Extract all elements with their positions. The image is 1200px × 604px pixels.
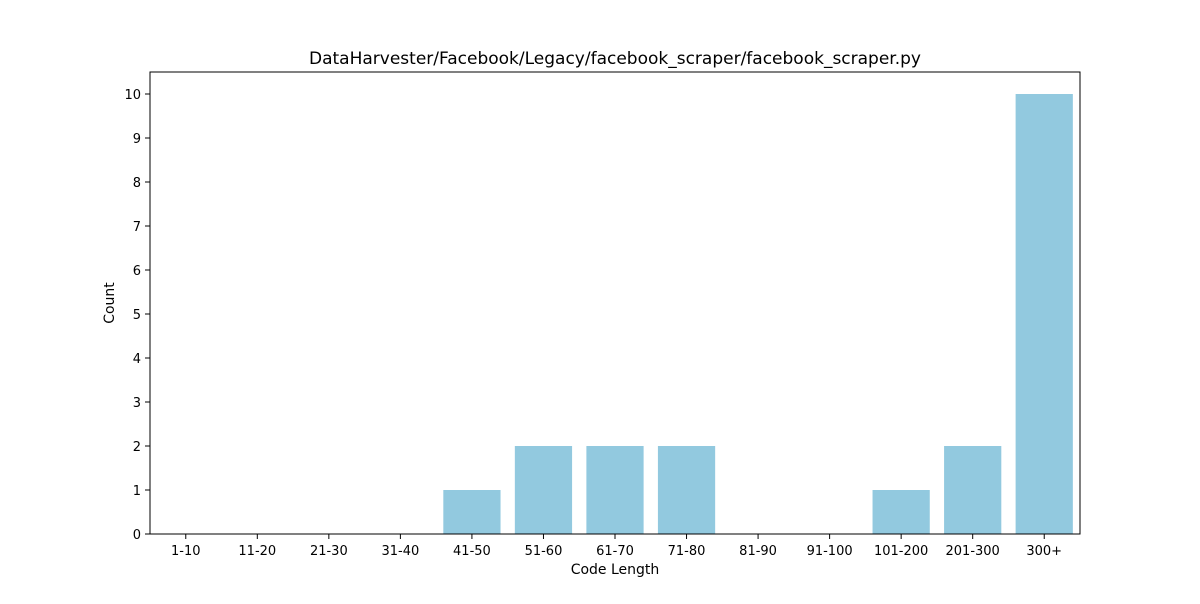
x-axis-label: Code Length bbox=[571, 562, 660, 578]
bar-61-70 bbox=[586, 446, 644, 534]
y-tick-label: 9 bbox=[133, 132, 141, 147]
x-tick-label: 71-80 bbox=[668, 544, 706, 559]
y-axis: 0 1 2 3 4 5 6 7 8 9 10 bbox=[124, 88, 150, 543]
y-axis-label: Count bbox=[102, 282, 118, 324]
bar-51-60 bbox=[514, 446, 573, 534]
y-tick-label: 5 bbox=[133, 308, 141, 323]
x-tick-label: 201-300 bbox=[946, 544, 1000, 559]
x-tick-label: 61-70 bbox=[596, 544, 634, 559]
y-tick-label: 7 bbox=[133, 220, 141, 235]
y-tick-label: 4 bbox=[133, 352, 141, 367]
bars-group bbox=[443, 94, 1073, 534]
x-tick-label: 41-50 bbox=[453, 544, 491, 559]
x-tick-label: 11-20 bbox=[238, 544, 276, 559]
x-tick-label: 101-200 bbox=[874, 544, 928, 559]
x-tick-label: 81-90 bbox=[739, 544, 777, 559]
x-tick-label: 51-60 bbox=[525, 544, 563, 559]
bar-41-50 bbox=[443, 490, 501, 534]
x-tick-label: 31-40 bbox=[381, 544, 419, 559]
chart-title: DataHarvester/Facebook/Legacy/facebook_s… bbox=[309, 49, 921, 69]
x-tick-label: 21-30 bbox=[310, 544, 348, 559]
bar-201-300 bbox=[944, 446, 1002, 534]
y-tick-label: 3 bbox=[133, 396, 141, 411]
y-tick-label: 6 bbox=[133, 264, 141, 279]
bar-300+ bbox=[1015, 94, 1073, 534]
y-tick-label: 0 bbox=[133, 528, 141, 543]
y-tick-label: 2 bbox=[133, 440, 141, 455]
x-tick-label: 300+ bbox=[1026, 544, 1062, 559]
x-tick-label: 1-10 bbox=[171, 544, 201, 559]
x-axis: 1-10 11-20 21-30 31-40 41-50 51-60 61-70 71-80 8… bbox=[171, 534, 1062, 559]
y-tick-label: 1 bbox=[133, 484, 141, 499]
y-tick-label: 10 bbox=[124, 88, 141, 103]
bar-71-80 bbox=[657, 446, 716, 534]
bar-101-200 bbox=[872, 490, 930, 534]
x-tick-label: 91-100 bbox=[807, 544, 853, 559]
y-tick-label: 8 bbox=[133, 176, 141, 191]
